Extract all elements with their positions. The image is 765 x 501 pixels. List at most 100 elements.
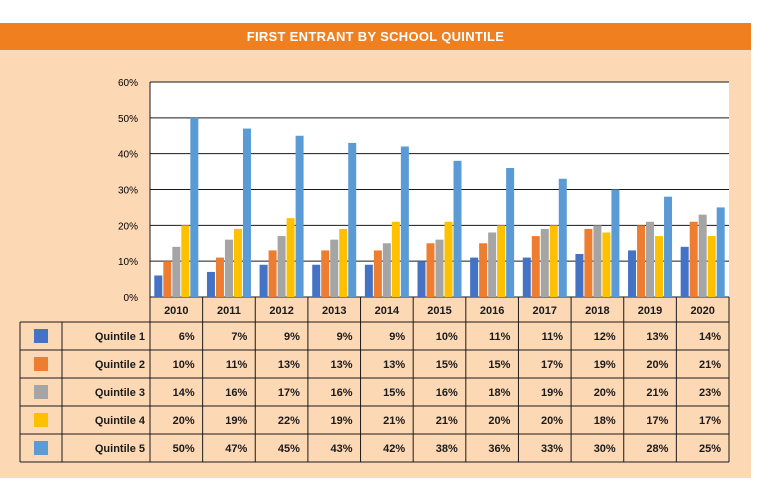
bar (382, 243, 391, 297)
bar (286, 218, 295, 297)
data-label: 16% (436, 387, 458, 399)
x-tick-label: 2019 (638, 305, 662, 317)
bar (593, 225, 602, 297)
data-label: 21% (646, 387, 668, 399)
bar (540, 228, 549, 297)
bar (224, 239, 233, 297)
data-label: 13% (646, 331, 668, 343)
legend-swatch (34, 385, 48, 399)
data-label: 47% (225, 443, 247, 455)
bar (637, 225, 646, 297)
data-label: 16% (225, 387, 247, 399)
data-label: 9% (337, 331, 353, 343)
data-label: 12% (594, 331, 616, 343)
bar (268, 250, 277, 297)
data-label: 17% (646, 415, 668, 427)
data-label: 33% (541, 443, 563, 455)
bar (435, 239, 444, 297)
bar (664, 196, 673, 297)
bar (584, 228, 593, 297)
bar (646, 221, 655, 297)
y-tick-label: 10% (118, 257, 138, 268)
x-tick-label: 2014 (375, 305, 400, 317)
bar (364, 264, 373, 297)
bar (312, 264, 321, 297)
x-tick-label: 2017 (533, 305, 557, 317)
legend-label: Quintile 2 (95, 359, 145, 371)
data-label: 19% (594, 359, 616, 371)
x-tick-label: 2013 (322, 305, 346, 317)
bar (531, 236, 540, 297)
data-label: 15% (383, 387, 405, 399)
y-tick-label: 0% (124, 293, 139, 304)
data-label: 9% (389, 331, 405, 343)
bar (444, 221, 453, 297)
legend-swatch (34, 413, 48, 427)
data-label: 20% (488, 415, 510, 427)
data-label: 7% (231, 331, 247, 343)
data-label: 19% (331, 415, 353, 427)
bar (400, 146, 409, 297)
bar (321, 250, 330, 297)
data-label: 45% (278, 443, 300, 455)
bar (575, 254, 584, 297)
bar (295, 135, 304, 297)
bar (522, 257, 531, 297)
x-tick-label: 2011 (217, 305, 241, 317)
data-label: 18% (488, 387, 510, 399)
data-label: 13% (278, 359, 300, 371)
bar (206, 271, 215, 297)
bar (277, 236, 286, 297)
bar (497, 225, 506, 297)
data-label: 18% (594, 415, 616, 427)
data-label: 43% (331, 443, 353, 455)
bar (488, 232, 497, 297)
data-label: 38% (436, 443, 458, 455)
data-label: 13% (331, 359, 353, 371)
data-label: 25% (699, 443, 721, 455)
data-label: 9% (284, 331, 300, 343)
data-label: 21% (383, 415, 405, 427)
bar (373, 250, 382, 297)
data-label: 28% (646, 443, 668, 455)
bar (698, 214, 707, 297)
legend-label: Quintile 3 (95, 387, 145, 399)
x-tick-label: 2015 (427, 305, 451, 317)
bar (330, 239, 339, 297)
data-label: 17% (278, 387, 300, 399)
bar (707, 236, 716, 297)
legend-label: Quintile 1 (95, 331, 145, 343)
bar (655, 236, 664, 297)
data-label: 10% (436, 331, 458, 343)
bar (680, 246, 689, 297)
bar (233, 228, 242, 297)
bar (549, 225, 558, 297)
bar (716, 207, 725, 297)
bar (190, 117, 199, 297)
bar (479, 243, 488, 297)
data-label: 23% (699, 387, 721, 399)
bar (602, 232, 611, 297)
y-tick-label: 60% (118, 78, 138, 89)
data-label: 30% (594, 443, 616, 455)
bar (348, 142, 357, 297)
data-label: 19% (225, 415, 247, 427)
legend-swatch (34, 357, 48, 371)
bar (163, 261, 172, 297)
bar (242, 128, 251, 297)
data-label: 17% (541, 359, 563, 371)
bar (391, 221, 400, 297)
bar (215, 257, 224, 297)
legend-swatch (34, 329, 48, 343)
bar (426, 243, 435, 297)
data-label: 14% (173, 387, 195, 399)
data-label: 21% (699, 359, 721, 371)
data-label: 17% (699, 415, 721, 427)
bar (172, 246, 181, 297)
y-tick-label: 50% (118, 114, 138, 125)
data-label: 6% (179, 331, 195, 343)
data-label: 15% (436, 359, 458, 371)
data-label: 14% (699, 331, 721, 343)
bar (558, 178, 567, 297)
